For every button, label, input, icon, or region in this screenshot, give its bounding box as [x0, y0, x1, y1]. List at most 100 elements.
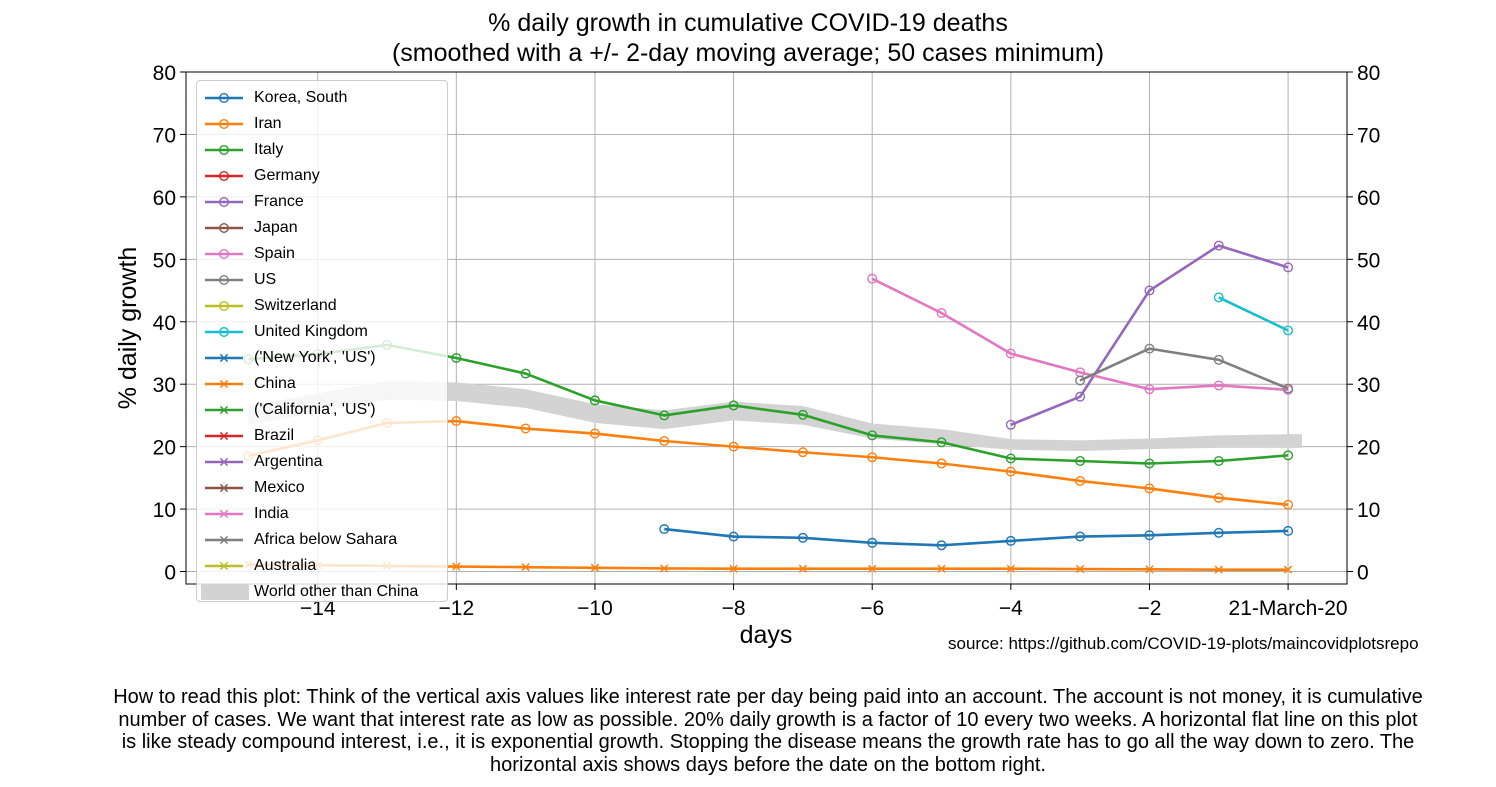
y-tick-label-right: 20	[1357, 437, 1380, 460]
y-tick-label-left: 70	[153, 124, 176, 147]
legend-label: US	[254, 271, 277, 288]
data-point	[1005, 466, 1016, 477]
data-point	[1213, 455, 1224, 466]
x-tick-label: −14	[300, 597, 336, 620]
y-tick-label-left: 40	[153, 312, 176, 335]
legend-entry: France	[197, 189, 447, 215]
y-tick-label-right: 60	[1357, 187, 1380, 210]
data-point	[451, 352, 462, 363]
swatch-marker	[219, 509, 229, 519]
y-tick-label-right: 70	[1357, 124, 1380, 147]
data-point	[1145, 565, 1154, 574]
chart-title: % daily growth in cumulative COVID-19 de…	[488, 9, 1008, 37]
swatch-marker	[219, 170, 230, 182]
data-point	[868, 564, 877, 573]
data-point	[936, 437, 947, 448]
data-point	[867, 430, 878, 441]
y-tick-label-right: 0	[1357, 562, 1369, 585]
series-korea-south	[659, 524, 1294, 551]
data-point	[659, 410, 670, 421]
legend-swatch	[205, 483, 243, 493]
legend-label: Brazil	[254, 427, 295, 444]
data-point	[590, 563, 600, 572]
data-point	[520, 423, 531, 434]
series-us	[1075, 343, 1294, 394]
legend-swatch	[205, 353, 243, 363]
data-point	[1144, 458, 1155, 469]
data-point	[1075, 375, 1086, 386]
legend-swatch	[205, 457, 243, 467]
data-point	[1283, 325, 1294, 336]
data-point	[1075, 475, 1086, 486]
data-point	[451, 416, 462, 427]
legend-swatch	[205, 170, 243, 182]
data-point	[797, 409, 808, 420]
legend-swatch	[205, 379, 243, 389]
legend-label: France	[254, 193, 304, 210]
x-tick-label: −10	[577, 597, 613, 620]
legend-label: Italy	[254, 141, 284, 158]
series-line	[871, 277, 1289, 392]
data-point	[798, 564, 808, 573]
data-point	[728, 400, 739, 411]
data-point	[1075, 391, 1086, 402]
x-end-label: 21-March-20	[1229, 597, 1348, 620]
legend-entry: Mexico	[197, 475, 447, 501]
y-tick-label-left: 60	[153, 187, 176, 210]
axes-frame	[185, 71, 1348, 585]
swatch-marker	[219, 561, 229, 571]
legend-entry: US	[197, 267, 447, 293]
legend-swatch	[205, 326, 243, 338]
data-point	[1213, 354, 1224, 365]
legend-entry: Korea, South	[197, 85, 447, 111]
legend-label: China	[254, 375, 296, 392]
data-point	[1283, 262, 1294, 273]
swatch-marker	[219, 196, 230, 208]
data-point	[521, 563, 530, 572]
legend-entry: ('New York', 'US')	[197, 345, 447, 371]
x-tick-label: −2	[1137, 597, 1161, 620]
legend-swatch	[205, 431, 243, 441]
swatch-marker	[219, 274, 230, 286]
y-tick-label-right: 50	[1357, 249, 1380, 272]
legend-label: Iran	[254, 115, 282, 132]
data-point	[659, 436, 670, 447]
swatch-marker	[219, 144, 230, 156]
swatch-marker	[219, 405, 229, 415]
data-point	[659, 524, 670, 535]
y-tick-label-right: 10	[1357, 499, 1380, 522]
legend-swatch	[205, 561, 243, 571]
chart-legend: Korea, South Iran Italy Germany France Japan S…	[196, 80, 448, 602]
legend-entry: Argentina	[197, 449, 447, 475]
data-point	[520, 368, 531, 379]
legend-swatch	[205, 92, 243, 104]
legend-swatch	[205, 118, 243, 130]
series-line	[1079, 347, 1289, 390]
data-point	[1076, 564, 1085, 574]
data-point	[797, 532, 808, 543]
data-point	[1213, 240, 1224, 251]
legend-swatch	[205, 222, 243, 234]
band-layer	[248, 381, 1302, 452]
data-point	[1075, 531, 1086, 542]
legend-label: Germany	[254, 167, 320, 184]
swatch-marker	[219, 222, 230, 234]
legend-label: ('California', 'US')	[254, 401, 376, 418]
y-tick-label-right: 40	[1357, 312, 1380, 335]
data-point	[936, 540, 947, 551]
data-point	[1144, 343, 1155, 354]
data-point	[1144, 483, 1155, 494]
legend-entry: Japan	[197, 215, 447, 241]
legend-entry: World other than China	[197, 579, 447, 605]
y-tick-label-left: 80	[153, 62, 176, 85]
legend-swatch	[205, 300, 243, 312]
legend-swatch	[205, 144, 243, 156]
swatch-marker	[219, 248, 230, 260]
legend-label: Australia	[254, 557, 317, 574]
x-tick-label: −8	[722, 597, 746, 620]
legend-label: ('New York', 'US')	[254, 349, 376, 366]
series-united-kingdom	[1213, 292, 1294, 336]
legend-label: Korea, South	[254, 89, 348, 106]
y-axis-label: % daily growth	[114, 247, 142, 410]
data-point	[1283, 450, 1294, 461]
